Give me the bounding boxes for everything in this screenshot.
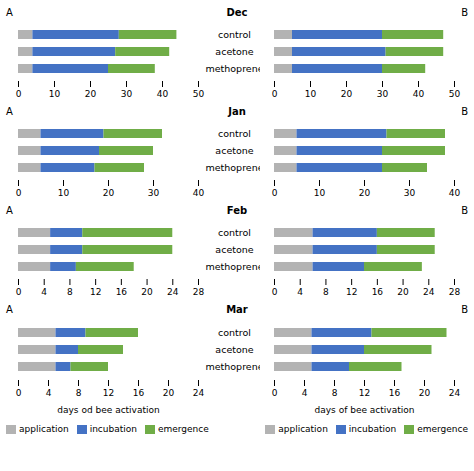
html-text:A: A	[6, 7, 13, 18]
svg-text:20: 20	[163, 388, 175, 398]
html-text:B: B	[461, 106, 468, 117]
svg-text:30: 30	[404, 188, 416, 198]
svg-text:20: 20	[419, 388, 431, 398]
svg-text:20: 20	[341, 89, 353, 99]
svg-text:methoprene: methoprene	[205, 261, 260, 272]
html-text:Mar: Mar	[226, 304, 248, 315]
svg-text:20: 20	[397, 287, 409, 297]
svg-text:4: 4	[46, 388, 52, 398]
svg-text:12: 12	[103, 388, 114, 398]
svg-text:16: 16	[389, 388, 401, 398]
html-text:B: B	[461, 205, 468, 216]
html-text:Jan: Jan	[228, 106, 246, 117]
html-text:A: A	[6, 304, 13, 315]
html-text:A: A	[6, 205, 13, 216]
svg-text:24: 24	[167, 287, 179, 297]
svg-text:20: 20	[103, 188, 115, 198]
svg-text:acetone: acetone	[215, 145, 253, 156]
svg-text:0: 0	[16, 287, 22, 297]
svg-text:0: 0	[272, 388, 278, 398]
svg-text:control: control	[218, 327, 251, 338]
svg-text:acetone: acetone	[215, 244, 253, 255]
svg-text:acetone: acetone	[215, 46, 253, 57]
svg-text:methoprene: methoprene	[205, 162, 260, 173]
html-text:emergence: emergence	[417, 424, 468, 434]
html-text:application: application	[278, 424, 328, 434]
svg-text:8: 8	[332, 388, 338, 398]
svg-text:30: 30	[121, 89, 133, 99]
svg-text:16: 16	[372, 287, 384, 297]
html-text:emergence: emergence	[158, 424, 209, 434]
svg-text:0: 0	[16, 89, 22, 99]
svg-text:40: 40	[193, 188, 205, 198]
svg-text:4: 4	[302, 388, 308, 398]
svg-text:12: 12	[90, 287, 101, 297]
svg-text:days of bee activation: days of bee activation	[315, 405, 415, 415]
svg-text:20: 20	[141, 287, 153, 297]
svg-text:10: 10	[305, 89, 317, 99]
svg-text:acetone: acetone	[215, 344, 253, 355]
svg-text:10: 10	[49, 89, 61, 99]
html-text:A: A	[6, 106, 13, 117]
svg-text:4: 4	[297, 287, 303, 297]
svg-text:24: 24	[449, 388, 461, 398]
svg-text:4: 4	[41, 287, 47, 297]
svg-text:12: 12	[359, 388, 370, 398]
svg-text:30: 30	[377, 89, 389, 99]
svg-text:0: 0	[16, 188, 22, 198]
svg-text:40: 40	[413, 89, 425, 99]
svg-text:50: 50	[193, 89, 205, 99]
svg-text:10: 10	[58, 188, 70, 198]
svg-text:28: 28	[193, 287, 205, 297]
svg-text:24: 24	[423, 287, 435, 297]
svg-text:10: 10	[314, 188, 326, 198]
html-text:Dec: Dec	[226, 7, 248, 18]
svg-text:16: 16	[116, 287, 128, 297]
svg-text:24: 24	[193, 388, 205, 398]
html-text:incubation: incubation	[348, 424, 397, 434]
svg-text:0: 0	[16, 388, 22, 398]
html-text:Feb: Feb	[226, 205, 248, 216]
svg-text:control: control	[218, 227, 251, 238]
svg-text:methoprene: methoprene	[205, 63, 260, 74]
svg-text:control: control	[218, 128, 251, 139]
svg-text:0: 0	[272, 287, 278, 297]
html-text:B: B	[461, 304, 468, 315]
svg-text:40: 40	[157, 89, 169, 99]
svg-text:16: 16	[133, 388, 145, 398]
svg-text:50: 50	[449, 89, 461, 99]
svg-text:8: 8	[323, 287, 329, 297]
svg-text:28: 28	[449, 287, 461, 297]
svg-text:30: 30	[148, 188, 160, 198]
svg-text:8: 8	[67, 287, 73, 297]
html-text:B: B	[461, 7, 468, 18]
svg-text:8: 8	[76, 388, 82, 398]
svg-text:40: 40	[449, 188, 461, 198]
html-text:application: application	[19, 424, 69, 434]
svg-text:20: 20	[85, 89, 97, 99]
svg-text:days od bee activation: days od bee activation	[57, 405, 159, 415]
svg-text:0: 0	[272, 89, 278, 99]
svg-text:20: 20	[359, 188, 371, 198]
svg-text:control: control	[218, 29, 251, 40]
html-text:incubation: incubation	[89, 424, 137, 434]
svg-text:0: 0	[272, 188, 278, 198]
svg-text:methoprene: methoprene	[205, 361, 260, 372]
svg-text:12: 12	[346, 287, 357, 297]
